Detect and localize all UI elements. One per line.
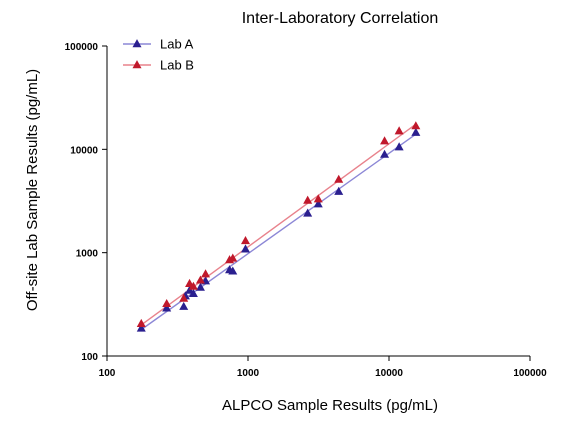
lab-b-fit-line xyxy=(140,123,417,326)
lab-b-legend-label: Lab B xyxy=(160,58,194,73)
lab-a-data-point xyxy=(188,288,198,298)
lab-a-data-point xyxy=(334,186,344,195)
lab-b-data-point xyxy=(313,194,323,203)
x-tick-label: 10000 xyxy=(375,368,403,379)
lab-a-data-point xyxy=(179,301,189,310)
lab-b-data-point xyxy=(179,293,189,302)
lab-b-data-point xyxy=(394,126,404,135)
x-tick-label: 100 xyxy=(99,368,116,379)
lab-a-data-point xyxy=(411,127,421,136)
lab-a-data-point xyxy=(313,199,323,208)
lab-a-data-point xyxy=(394,142,404,151)
lab-b-data-point xyxy=(188,281,198,290)
lab-a-data-point xyxy=(162,303,172,312)
lab-b-data-point xyxy=(201,269,211,278)
lab-b-data-point xyxy=(195,275,205,284)
lab-b-data-point xyxy=(334,174,344,183)
data-points xyxy=(136,121,421,332)
axis-ticks: 100 1000 10000 100000 100 1000 10000 100000 xyxy=(65,42,547,379)
x-tick-label: 1000 xyxy=(237,368,260,379)
y-tick-label: 1000 xyxy=(76,249,99,260)
lab-b-data-point xyxy=(241,236,251,245)
lab-b-data-point xyxy=(162,298,172,308)
lab-b-data-point xyxy=(380,136,390,145)
x-axis-title: ALPCO Sample Results (pg/mL) xyxy=(222,397,438,414)
lab-b-data-point xyxy=(411,121,421,130)
lab-a-legend-label: Lab A xyxy=(160,37,194,52)
lab-a-data-point xyxy=(241,244,251,253)
lab-b-data-point xyxy=(303,195,313,204)
y-tick-label: 100 xyxy=(81,352,98,363)
chart-title: Inter-Laboratory Correlation xyxy=(242,10,439,27)
y-axis-title: Off-site Lab Sample Results (pg/mL) xyxy=(24,69,41,311)
lab-a-data-point xyxy=(136,323,146,332)
y-tick-label: 10000 xyxy=(70,145,98,156)
lab-a-data-point xyxy=(303,208,313,217)
lab-a-data-point xyxy=(195,282,205,291)
lab-b-data-point xyxy=(228,253,238,262)
legend: Lab A Lab B xyxy=(123,37,194,73)
lab-a-legend-marker xyxy=(132,39,142,48)
lab-a-data-point xyxy=(228,266,238,275)
lab-b-data-point xyxy=(136,318,146,328)
y-tick-label: 100000 xyxy=(65,42,99,53)
lab-a-data-point xyxy=(380,149,390,158)
x-tick-label: 100000 xyxy=(513,368,547,379)
lab-b-legend-marker xyxy=(132,60,142,69)
